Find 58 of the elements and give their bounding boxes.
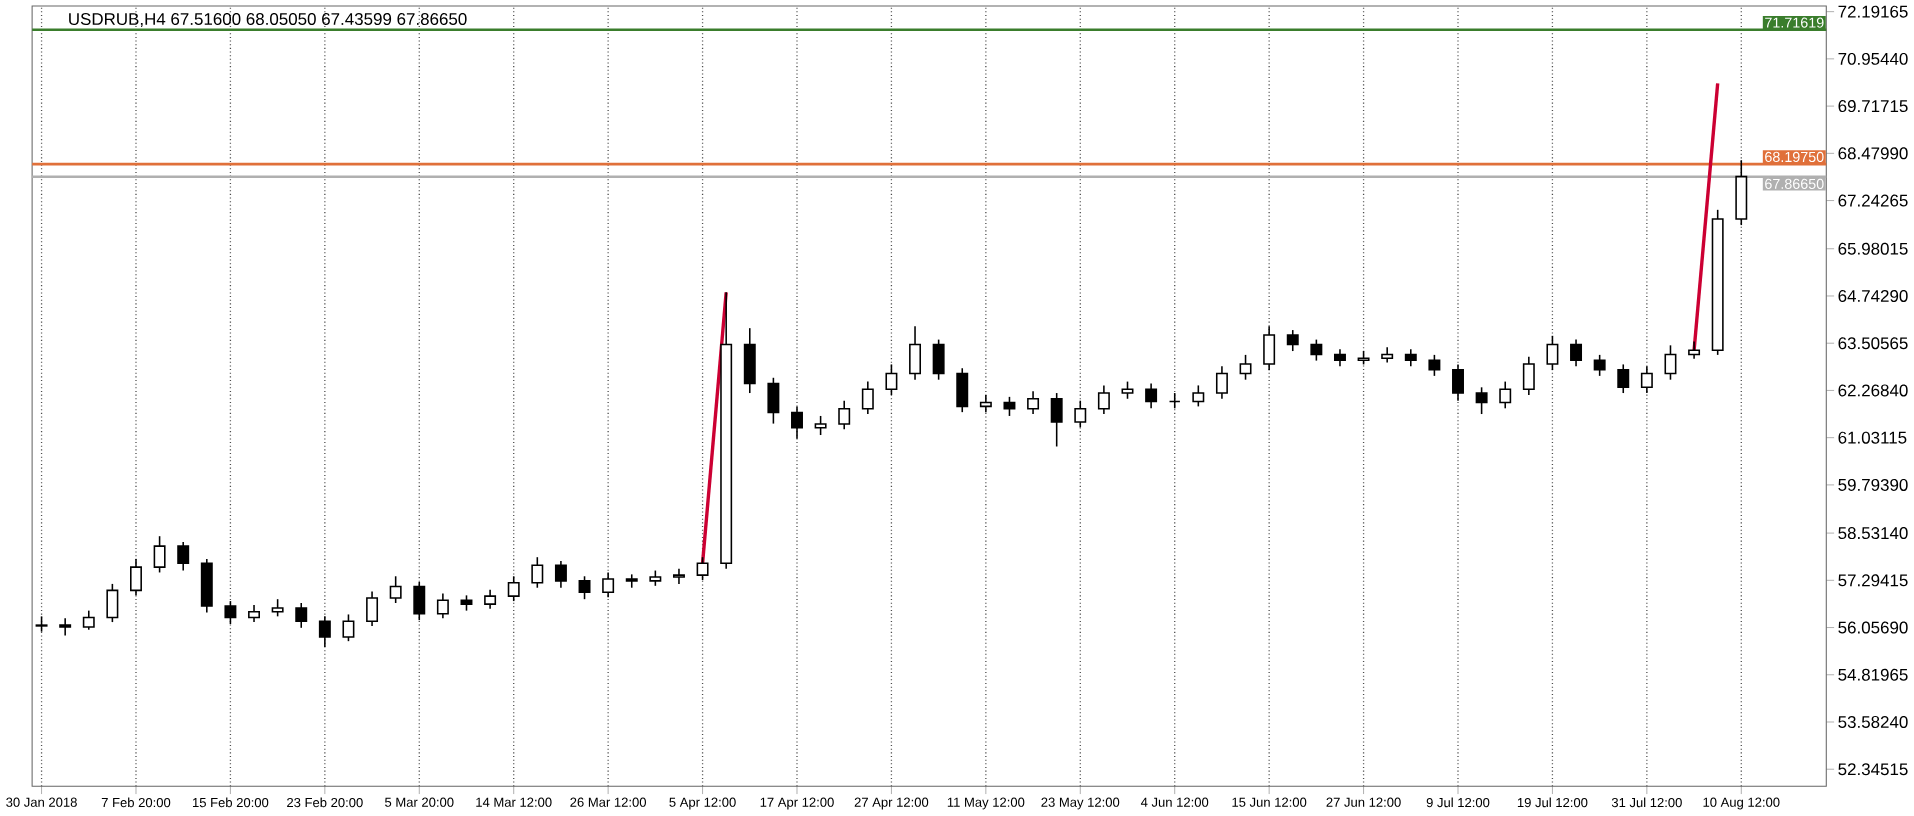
y-tick-label: 54.81965 — [1838, 669, 1908, 682]
candlestick — [200, 558, 213, 614]
candlestick — [1145, 383, 1158, 410]
candlestick — [956, 367, 969, 414]
candlestick — [861, 381, 874, 416]
y-tick-label: 59.79390 — [1838, 479, 1908, 492]
candlestick — [366, 591, 379, 628]
candlestick — [1522, 356, 1535, 397]
candlestick — [436, 593, 449, 620]
candlestick — [1263, 325, 1276, 372]
candlestick — [838, 400, 851, 431]
candlestick — [1334, 348, 1346, 368]
candlestick — [82, 610, 95, 631]
candlestick — [248, 604, 260, 624]
candlestick — [554, 560, 567, 589]
y-tick-label: 69.71715 — [1838, 100, 1908, 113]
y-tick-label: 56.05690 — [1838, 622, 1908, 635]
candlestick — [1097, 385, 1110, 416]
y-tick-label: 68.47990 — [1838, 147, 1908, 160]
candlestick — [1499, 381, 1512, 410]
y-tick-label: 72.19165 — [1838, 6, 1908, 19]
candlestick — [1215, 366, 1228, 401]
candlestick — [1570, 339, 1583, 368]
candlestick — [672, 568, 685, 586]
candlestick — [602, 572, 615, 599]
y-tick-label: 61.03115 — [1838, 432, 1907, 445]
candlestick — [1286, 329, 1299, 353]
candlestick — [625, 574, 638, 589]
y-tick-label: 58.53140 — [1838, 527, 1908, 540]
candlestick — [1640, 366, 1653, 395]
y-tick-label: 65.98015 — [1838, 243, 1908, 256]
candlestick — [1027, 390, 1040, 416]
y-tick-label: 53.58240 — [1838, 716, 1908, 729]
y-tick-label: 64.74290 — [1838, 290, 1908, 303]
candlestick — [1617, 364, 1630, 395]
chart-title: USDRUB,H4 67.51600 68.05050 67.43599 67.86650 — [69, 13, 467, 28]
candlestick — [59, 617, 72, 637]
candlestick — [295, 602, 308, 630]
y-tick-label: 52.34515 — [1838, 763, 1908, 776]
y-tick-label: 70.95440 — [1838, 53, 1908, 66]
y-tick-label: 62.26840 — [1838, 384, 1908, 397]
candlestick — [413, 581, 426, 622]
candlestick — [1688, 341, 1701, 360]
candlestick — [1404, 348, 1417, 368]
candlestick — [720, 291, 733, 570]
y-tick-label: 57.29415 — [1838, 574, 1908, 587]
candlestick — [484, 589, 497, 610]
candlestick — [979, 394, 992, 414]
candlestick — [791, 406, 803, 441]
candlestick — [743, 327, 756, 395]
candlestick — [1381, 346, 1394, 364]
candlestick — [318, 616, 331, 649]
candlestick — [130, 558, 142, 597]
candlestick — [177, 541, 190, 572]
y-tick-label: 67.24265 — [1838, 195, 1908, 208]
candlestick — [909, 325, 922, 381]
candlestick — [1452, 364, 1464, 402]
y-tick-label: 63.50565 — [1838, 337, 1908, 350]
